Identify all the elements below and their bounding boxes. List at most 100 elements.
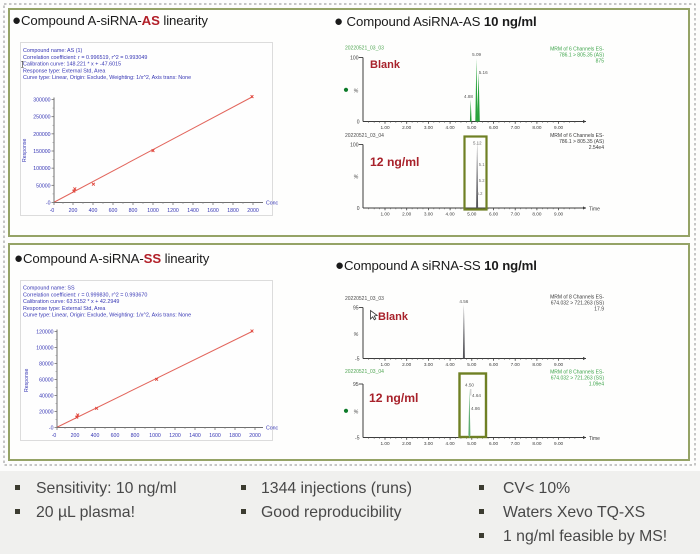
svg-text:Calibration curve: 148.221 * x: Calibration curve: 148.221 * x + -47.601… (23, 62, 121, 68)
svg-text:20000: 20000 (39, 410, 54, 416)
svg-text:%: % (354, 89, 359, 95)
svg-text:7.00: 7.00 (511, 362, 521, 367)
svg-text:1.00: 1.00 (380, 362, 390, 367)
svg-text:100: 100 (350, 143, 359, 149)
svg-text:4.00: 4.00 (446, 362, 456, 367)
svg-text:6.00: 6.00 (489, 212, 499, 217)
svg-text:20220521_03_04: 20220521_03_04 (345, 133, 384, 139)
svg-text:-5: -5 (355, 357, 360, 363)
svg-text:5.12: 5.12 (473, 141, 482, 146)
svg-text:MRM of 6 Channels ES-: MRM of 6 Channels ES- (550, 133, 604, 139)
svg-text:5.1: 5.1 (479, 162, 485, 167)
svg-text:7.00: 7.00 (511, 441, 521, 446)
svg-text:Time: Time (589, 436, 600, 442)
svg-text:6.00: 6.00 (489, 441, 499, 446)
svg-text:1.00: 1.00 (380, 441, 390, 446)
svg-text:2.54e4: 2.54e4 (589, 145, 605, 151)
svg-text:9.00: 9.00 (554, 212, 564, 217)
svg-text:80000: 80000 (39, 362, 54, 368)
svg-text:5.2: 5.2 (479, 178, 485, 183)
svg-text:2.00: 2.00 (402, 441, 412, 446)
svg-text:4.86: 4.86 (471, 406, 480, 411)
svg-text:786.1 > 805.35 (AS): 786.1 > 805.35 (AS) (559, 53, 604, 59)
svg-text:120000: 120000 (36, 330, 53, 336)
svg-text:-0: -0 (52, 433, 57, 439)
svg-text:100000: 100000 (33, 166, 50, 172)
svg-text:%: % (354, 410, 359, 416)
svg-text:Correlation coefficient: r = 0: Correlation coefficient: r = 0.996519, r… (23, 55, 147, 61)
svg-text:4.00: 4.00 (446, 441, 456, 446)
svg-text:8.00: 8.00 (532, 362, 542, 367)
svg-text:20220521_03_03: 20220521_03_03 (345, 296, 384, 302)
svg-text:Blank: Blank (370, 59, 401, 71)
svg-text:20220521_03_04: 20220521_03_04 (345, 369, 384, 375)
svg-text:5.16: 5.16 (479, 70, 488, 75)
svg-text:2000: 2000 (249, 433, 261, 439)
svg-text:%: % (354, 332, 359, 338)
svg-text:250000: 250000 (33, 115, 50, 121)
svg-text:Response: Response (24, 369, 30, 392)
svg-text:674.032 > 721.263 (SS): 674.032 > 721.263 (SS) (551, 376, 605, 382)
svg-text:1000: 1000 (147, 208, 159, 214)
svg-text:5.00: 5.00 (467, 212, 477, 217)
svg-text:12 ng/ml: 12 ng/ml (369, 391, 418, 405)
svg-text:4.00: 4.00 (446, 125, 456, 130)
svg-text:600: 600 (109, 208, 118, 214)
svg-text:6.00: 6.00 (489, 362, 499, 367)
svg-text:-0: -0 (46, 201, 51, 207)
svg-text:200: 200 (71, 433, 80, 439)
svg-text:600: 600 (111, 433, 120, 439)
svg-text:95: 95 (353, 382, 359, 388)
svg-text:1400: 1400 (187, 208, 199, 214)
svg-text:5.00: 5.00 (467, 362, 477, 367)
svg-text:1800: 1800 (227, 208, 239, 214)
svg-text:3.00: 3.00 (424, 125, 434, 130)
svg-text:5.00: 5.00 (467, 441, 477, 446)
svg-text:1400: 1400 (189, 433, 201, 439)
svg-text:786.1 > 805.35 (AS): 786.1 > 805.35 (AS) (559, 139, 604, 145)
svg-text:800: 800 (129, 208, 138, 214)
svg-text:9.00: 9.00 (554, 125, 564, 130)
svg-text:1200: 1200 (167, 208, 179, 214)
svg-text:Response type: External Std, A: Response type: External Std, Area (23, 68, 105, 74)
svg-text:7.00: 7.00 (511, 125, 521, 130)
svg-text:Time: Time (589, 206, 600, 212)
svg-text:4.64: 4.64 (472, 393, 481, 398)
svg-text:MRM of 6 Channels ES-: MRM of 6 Channels ES- (550, 47, 604, 53)
svg-text:95: 95 (353, 306, 359, 312)
svg-text:4.50: 4.50 (465, 383, 474, 388)
svg-text:50000: 50000 (36, 183, 51, 189)
svg-text:5.2: 5.2 (477, 191, 483, 196)
svg-text:674.032 > 721.263 (SS): 674.032 > 721.263 (SS) (551, 301, 605, 307)
svg-text:200000: 200000 (33, 132, 50, 138)
svg-text:800: 800 (131, 433, 140, 439)
svg-text:3.00: 3.00 (424, 362, 434, 367)
svg-text:200: 200 (69, 208, 78, 214)
svg-text:2.00: 2.00 (402, 362, 412, 367)
svg-text:MRM of 8 Channels ES-: MRM of 8 Channels ES- (550, 370, 604, 376)
svg-text:9.00: 9.00 (554, 362, 564, 367)
svg-text:3.00: 3.00 (424, 441, 434, 446)
svg-text:40000: 40000 (39, 394, 54, 400)
svg-text:0: 0 (357, 120, 360, 126)
svg-text:Conc: Conc (266, 426, 279, 432)
svg-text:7.00: 7.00 (511, 212, 521, 217)
svg-text:-0: -0 (49, 426, 54, 432)
svg-text:4.88: 4.88 (464, 94, 473, 99)
svg-text:400: 400 (89, 208, 98, 214)
svg-text:60000: 60000 (39, 378, 54, 384)
svg-text:1.00: 1.00 (380, 125, 390, 130)
svg-text:1.00: 1.00 (380, 212, 390, 217)
svg-text:0: 0 (357, 206, 360, 212)
svg-text:3.00: 3.00 (424, 212, 434, 217)
svg-text:2.00: 2.00 (402, 125, 412, 130)
svg-text:1000: 1000 (149, 433, 161, 439)
svg-text:8.00: 8.00 (532, 125, 542, 130)
svg-text:Blank: Blank (378, 311, 409, 323)
svg-text:MRM of 8 Channels ES-: MRM of 8 Channels ES- (550, 295, 604, 301)
svg-text:4.56: 4.56 (459, 299, 468, 304)
svg-text:100: 100 (350, 56, 359, 62)
svg-text:150000: 150000 (33, 149, 50, 155)
svg-text:Calibration curve: 63.5152 * x: Calibration curve: 63.5152 * x + 42.2949 (23, 299, 119, 305)
svg-text:6.00: 6.00 (489, 125, 499, 130)
